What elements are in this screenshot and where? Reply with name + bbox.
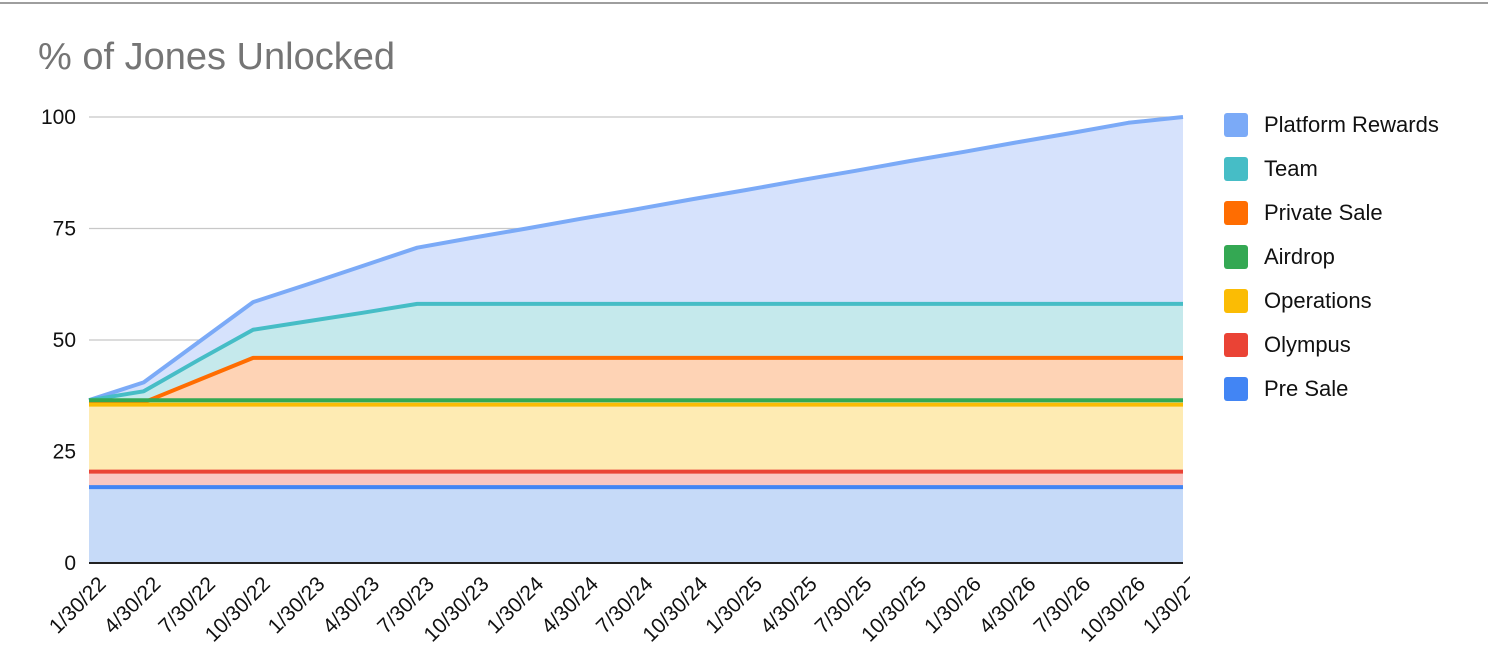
legend-item-private-sale: Private Sale bbox=[1224, 191, 1439, 235]
legend-swatch bbox=[1224, 377, 1248, 401]
legend-item-pre-sale: Pre Sale bbox=[1224, 367, 1439, 411]
x-tick-label: 1/30/23 bbox=[264, 572, 330, 638]
legend-item-platform-rewards: Platform Rewards bbox=[1224, 103, 1439, 147]
y-axis-labels: 0 25 50 75 100 bbox=[41, 106, 76, 575]
legend-item-operations: Operations bbox=[1224, 279, 1439, 323]
y-tick-label: 75 bbox=[53, 218, 76, 241]
legend-label: Private Sale bbox=[1264, 200, 1383, 225]
x-tick-label: 4/30/25 bbox=[756, 572, 822, 638]
top-border bbox=[0, 0, 1488, 4]
legend-swatch bbox=[1224, 245, 1248, 269]
legend-item-team: Team bbox=[1224, 147, 1439, 191]
legend: Platform Rewards Team Private Sale Airdrop O… bbox=[1224, 103, 1439, 411]
line-team bbox=[88, 301, 1183, 403]
x-tick-label: 1/30/25 bbox=[701, 572, 767, 638]
legend-label: Airdrop bbox=[1264, 244, 1335, 269]
x-tick-label: 4/30/23 bbox=[318, 572, 384, 638]
legend-swatch bbox=[1224, 157, 1248, 181]
x-tick-label: 1/30/24 bbox=[483, 572, 549, 638]
x-tick-label: 1/30/26 bbox=[920, 572, 986, 638]
chart-title: % of Jones Unlocked bbox=[38, 36, 395, 78]
area-pre-sale bbox=[89, 487, 1183, 563]
legend-label: Operations bbox=[1264, 288, 1372, 313]
line-private-sale bbox=[89, 355, 1183, 405]
area-fills bbox=[89, 117, 1183, 563]
y-tick-label: 50 bbox=[53, 329, 76, 352]
legend-swatch bbox=[1224, 333, 1248, 357]
x-axis-labels: 1/30/224/30/227/30/2210/30/221/30/234/30… bbox=[45, 572, 1190, 646]
x-tick-label: 4/30/24 bbox=[537, 572, 603, 638]
y-tick-label: 100 bbox=[41, 106, 76, 129]
legend-label: Team bbox=[1264, 156, 1318, 181]
x-tick-label: 1/30/27 bbox=[1139, 572, 1190, 638]
legend-label: Pre Sale bbox=[1264, 376, 1349, 401]
series-lines bbox=[88, 115, 1184, 490]
chart-plot: 0 25 50 75 100 1/30/224/30/227/30/2210/30/22… bbox=[41, 106, 1190, 647]
legend-swatch bbox=[1224, 113, 1248, 137]
x-tick-label: 4/30/26 bbox=[975, 572, 1041, 638]
x-tick-label: 1/30/22 bbox=[45, 572, 111, 638]
legend-swatch bbox=[1224, 289, 1248, 313]
legend-item-olympus: Olympus bbox=[1224, 323, 1439, 367]
line-platform-rewards bbox=[88, 115, 1184, 403]
legend-item-airdrop: Airdrop bbox=[1224, 235, 1439, 279]
legend-label: Platform Rewards bbox=[1264, 112, 1439, 137]
y-tick-label: 0 bbox=[64, 552, 76, 575]
legend-label: Olympus bbox=[1264, 332, 1351, 357]
y-tick-label: 25 bbox=[53, 441, 76, 464]
legend-swatch bbox=[1224, 201, 1248, 225]
x-tick-label: 4/30/22 bbox=[100, 572, 166, 638]
